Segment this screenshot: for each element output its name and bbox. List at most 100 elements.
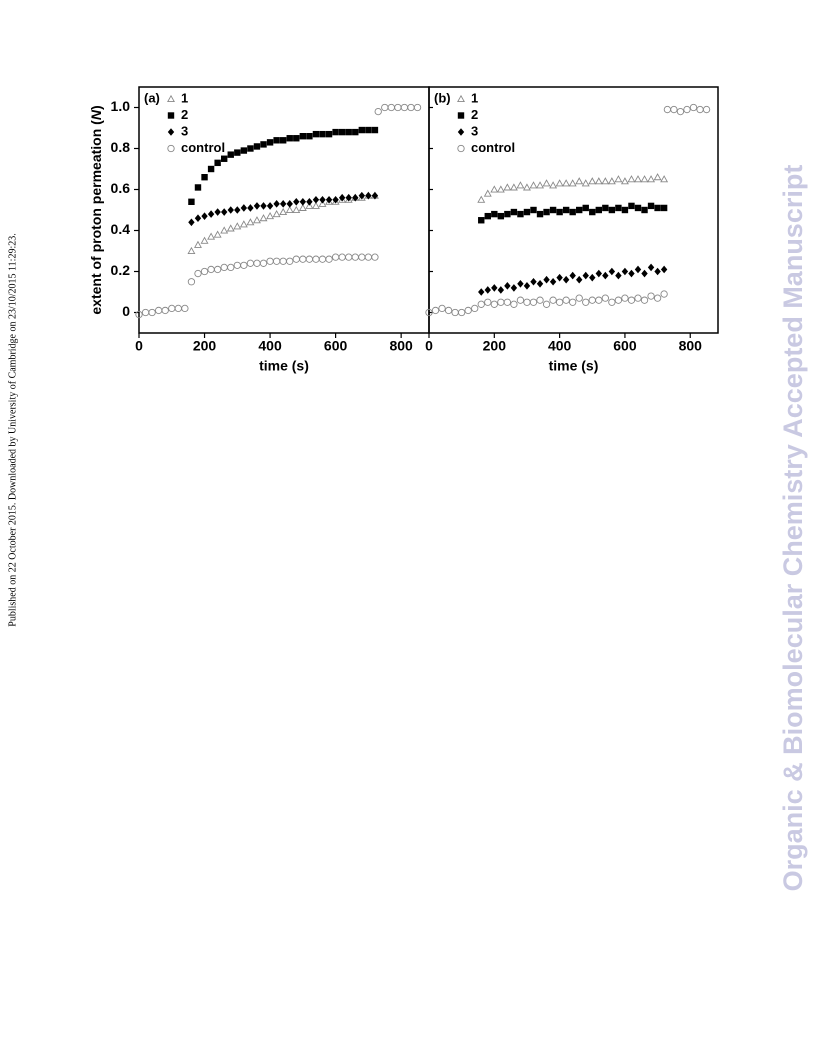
square-marker: [338, 128, 346, 136]
circle-marker: [407, 103, 415, 112]
publication-note: Published on 22 October 2015. Downloaded…: [7, 233, 18, 626]
triangle-marker: [220, 226, 229, 234]
circle-marker: [555, 298, 564, 306]
y-tick-label: 0.8: [111, 139, 131, 155]
circle-marker: [490, 300, 498, 308]
square-marker: [273, 137, 280, 144]
circle-marker: [200, 267, 209, 276]
square-marker: [647, 202, 655, 210]
circle-marker: [155, 306, 163, 315]
circle-marker: [588, 296, 596, 304]
triangle-marker: [200, 236, 209, 244]
circle-marker: [227, 263, 235, 272]
triangle-marker: [536, 181, 544, 189]
diamond-marker: [207, 210, 215, 218]
square-marker: [312, 130, 320, 138]
triangle-marker: [627, 175, 636, 183]
legend-label: control: [471, 140, 515, 155]
panel-label: (a): [144, 90, 160, 105]
square-marker: [266, 139, 274, 146]
triangle-marker: [305, 201, 314, 209]
square-marker: [286, 135, 293, 142]
diamond-marker: [654, 267, 661, 276]
circle-marker: [640, 296, 649, 304]
x-axis-label: time (s): [549, 358, 599, 374]
circle-marker: [582, 298, 590, 306]
y-tick-label: 0.2: [111, 262, 131, 278]
diamond-marker: [543, 275, 550, 284]
diamond-marker: [634, 265, 642, 274]
diamond-marker: [227, 206, 234, 214]
x-tick-label: 200: [193, 338, 217, 354]
square-marker: [214, 159, 221, 167]
legend-marker: [167, 144, 175, 153]
diamond-marker: [497, 286, 505, 294]
diamond-marker: [319, 195, 326, 204]
y-axis-label: extent of proton permeation (N): [88, 105, 104, 314]
circle-marker: [471, 304, 479, 313]
diamond-marker: [234, 206, 241, 214]
circle-marker: [266, 257, 274, 265]
square-marker: [319, 130, 326, 138]
circle-marker: [299, 255, 307, 263]
diamond-marker: [240, 204, 248, 212]
circle-marker: [338, 253, 346, 261]
circle-marker: [660, 290, 668, 298]
circle-marker: [569, 298, 577, 306]
square-marker: [227, 151, 234, 158]
triangle-marker: [272, 209, 281, 218]
triangle-marker: [607, 177, 616, 185]
diamond-marker: [273, 200, 280, 208]
circle-marker: [689, 103, 698, 112]
square-marker: [207, 165, 215, 173]
triangle-marker: [311, 201, 320, 209]
diamond-marker: [214, 208, 221, 216]
diamond-marker: [188, 218, 195, 227]
circle-marker: [614, 296, 623, 304]
diamond-marker: [595, 269, 603, 278]
square-marker: [260, 141, 267, 148]
diamond-marker: [253, 202, 261, 210]
circle-marker: [696, 105, 704, 114]
circle-marker: [464, 306, 472, 315]
circle-marker: [318, 255, 327, 263]
triangle-marker: [483, 189, 492, 197]
circle-marker: [135, 310, 143, 319]
diamond-marker: [306, 198, 313, 206]
square-marker: [536, 210, 544, 218]
diamond-marker: [338, 193, 346, 202]
square-marker: [352, 128, 359, 136]
triangle-marker: [503, 183, 512, 191]
triangle-marker: [653, 173, 662, 181]
circle-marker: [431, 306, 440, 315]
circle-marker: [233, 261, 241, 269]
square-marker: [240, 147, 248, 154]
circle-marker: [621, 294, 629, 302]
diamond-marker: [556, 273, 563, 282]
triangle-marker: [542, 179, 551, 187]
circle-marker: [503, 298, 512, 306]
circle-marker: [286, 257, 294, 265]
square-marker: [188, 198, 195, 205]
square-marker: [654, 204, 661, 212]
circle-marker: [477, 300, 485, 308]
legend-marker: [457, 128, 465, 136]
circle-marker: [161, 306, 169, 315]
circle-marker: [608, 298, 616, 306]
diamond-marker: [660, 265, 668, 274]
triangle-marker: [496, 185, 505, 193]
diamond-marker: [562, 275, 570, 284]
circle-marker: [458, 308, 466, 317]
square-marker: [253, 143, 261, 150]
watermark: Organic & Biomolecular Chemistry Accepte…: [778, 165, 808, 892]
diamond-marker: [371, 191, 379, 200]
circle-marker: [279, 257, 287, 265]
circle-marker: [670, 105, 678, 114]
triangle-marker: [226, 224, 235, 232]
circle-marker: [394, 103, 402, 112]
circle-marker: [371, 253, 379, 261]
y-tick-label: 0.4: [111, 221, 131, 237]
circle-marker: [702, 105, 711, 114]
circle-marker: [220, 263, 228, 272]
diamond-marker: [201, 212, 208, 220]
